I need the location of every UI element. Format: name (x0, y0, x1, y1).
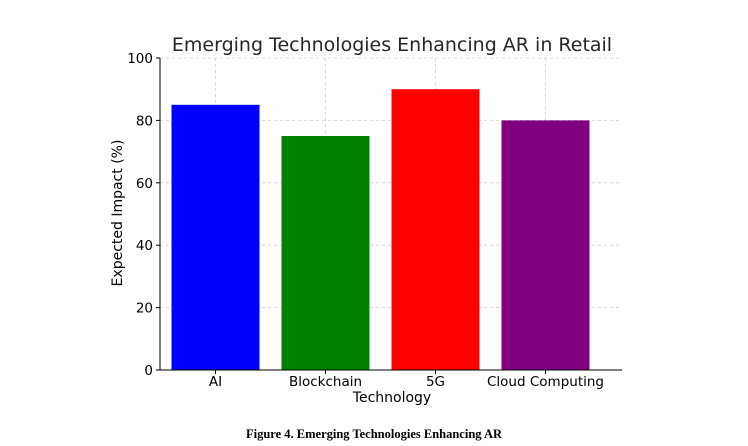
x-axis-label: Technology (352, 390, 431, 406)
bar-chart: Emerging Technologies Enhancing AR in Re… (110, 34, 622, 406)
y-tick-label: 100 (127, 51, 153, 67)
x-tick-label: Cloud Computing (487, 374, 604, 390)
y-tick-label: 0 (144, 363, 153, 379)
y-tick-label: 20 (136, 301, 153, 317)
bar-cloud-computing (501, 120, 590, 371)
y-tick-label: 40 (136, 238, 153, 254)
y-tick-label: 60 (136, 176, 153, 192)
chart-title: Emerging Technologies Enhancing AR in Re… (172, 34, 612, 56)
bar-5g (391, 89, 480, 370)
x-ticks: AI Blockchain 5G Cloud Computing (209, 370, 604, 390)
y-axis-label: Expected Impact (%) (110, 140, 126, 287)
bars (171, 89, 590, 371)
figure-caption: Figure 4. Emerging Technologies Enhancin… (245, 427, 503, 441)
y-ticks: 0 20 40 60 80 100 (127, 51, 160, 379)
y-tick-label: 80 (136, 113, 153, 129)
x-tick-label: Blockchain (289, 374, 362, 390)
x-tick-label: AI (209, 374, 222, 390)
x-tick-label: 5G (426, 374, 445, 390)
bar-blockchain (281, 136, 370, 370)
bar-ai (171, 104, 260, 371)
